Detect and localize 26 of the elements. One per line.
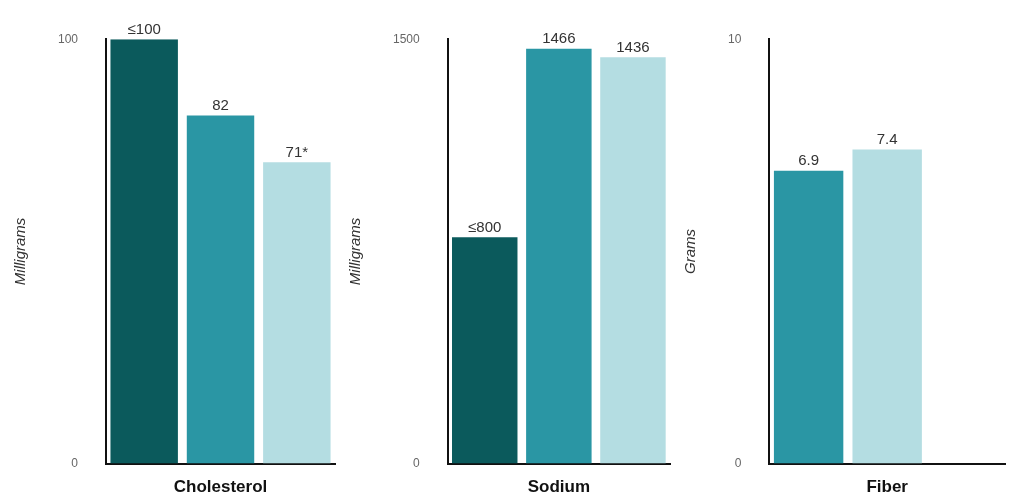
bar xyxy=(600,57,666,464)
y-tick-label: 0 xyxy=(413,455,421,470)
data-label: 1436 xyxy=(616,37,650,55)
data-label: 82 xyxy=(212,96,229,114)
bar xyxy=(526,48,592,464)
bar xyxy=(186,115,255,464)
data-label: ≤800 xyxy=(468,217,502,235)
bar xyxy=(452,237,518,464)
data-label: ≤100 xyxy=(127,19,161,37)
y-tick-label: 10 xyxy=(727,31,742,46)
y-axis-title: Milligrams xyxy=(11,217,29,286)
y-axis-title: Milligrams xyxy=(346,217,364,286)
y-tick-label: 0 xyxy=(734,455,742,470)
y-axis-title: Grams xyxy=(681,228,699,274)
data-label: 7.4 xyxy=(876,130,898,148)
y-tick-label: 100 xyxy=(57,31,79,46)
data-label: 6.9 xyxy=(798,151,820,169)
data-label: 71* xyxy=(285,142,309,160)
x-axis-title: Cholesterol xyxy=(173,477,268,497)
y-tick-label: 1500 xyxy=(392,31,421,46)
x-axis-title: Fiber xyxy=(866,477,909,497)
bar xyxy=(263,162,331,464)
y-tick-label: 0 xyxy=(71,455,79,470)
data-label: 1466 xyxy=(542,29,576,47)
bar xyxy=(110,39,178,464)
x-axis-title: Sodium xyxy=(527,477,591,497)
